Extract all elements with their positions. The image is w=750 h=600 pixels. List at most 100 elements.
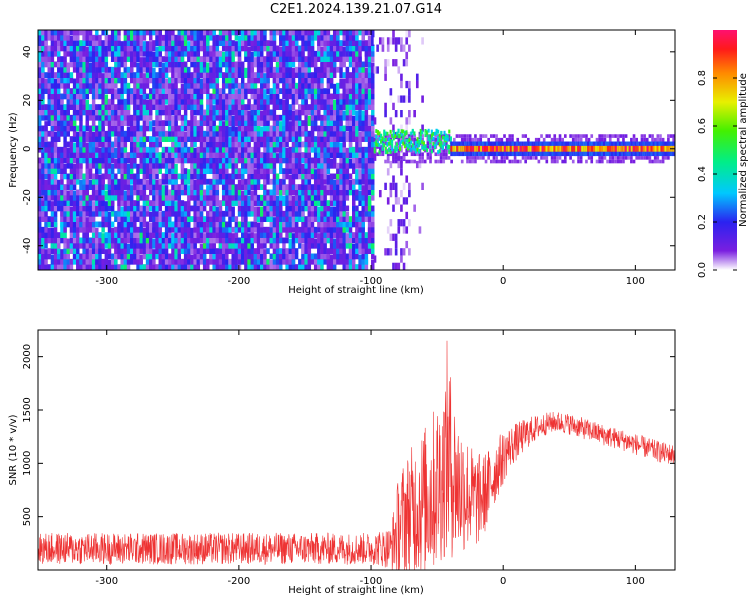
heatmap-cell <box>158 141 162 148</box>
heatmap-cell <box>298 153 302 164</box>
heatmap-cell <box>47 248 51 254</box>
heatmap-cell <box>101 185 105 196</box>
heatmap-cell <box>400 248 403 256</box>
heatmap-cell <box>183 45 188 52</box>
heatmap-cell <box>196 168 201 174</box>
heatmap-cell <box>352 57 356 68</box>
heatmap-cell <box>256 163 261 174</box>
heatmap-cell <box>215 226 220 233</box>
heatmap-cell <box>152 217 156 228</box>
heatmap-cell <box>323 238 327 249</box>
heatmap-cell <box>323 253 327 260</box>
heatmap-cell <box>133 40 137 46</box>
heatmap-cell <box>212 141 216 148</box>
heatmap-cell <box>361 232 365 238</box>
heatmap-cell <box>79 89 83 100</box>
heatmap-cell <box>364 114 369 121</box>
heatmap-cell <box>104 184 109 190</box>
heatmap-cell <box>405 152 409 157</box>
heatmap-cell <box>656 134 660 138</box>
heatmap-cell <box>288 248 293 254</box>
heatmap-cell <box>534 137 538 142</box>
heatmap-cell <box>180 56 185 62</box>
heatmap-cell <box>371 50 375 57</box>
heatmap-cell <box>415 152 419 157</box>
heatmap-cell <box>129 98 134 105</box>
heatmap-cell <box>180 185 185 196</box>
heatmap-cell <box>168 242 172 249</box>
heatmap-cell <box>53 206 58 217</box>
heatmap-cell <box>244 237 248 244</box>
heatmap-cell <box>133 200 137 206</box>
heatmap-cell <box>152 168 156 174</box>
heatmap-cell <box>323 206 327 217</box>
heatmap-cell <box>371 190 375 201</box>
heatmap-cell <box>307 83 312 94</box>
heatmap-cell <box>183 259 188 270</box>
heatmap-cell <box>82 77 86 84</box>
heatmap-cell <box>41 30 45 41</box>
heatmap-cell <box>69 136 74 142</box>
heatmap-cell <box>320 216 324 222</box>
heatmap-cell <box>104 233 109 244</box>
heatmap-cell <box>95 174 99 185</box>
heatmap-cell <box>104 136 109 142</box>
heatmap-cell <box>240 30 245 41</box>
heatmap-cell <box>234 99 239 110</box>
heatmap-cell <box>392 132 395 137</box>
heatmap-cell <box>323 98 327 105</box>
heatmap-cell <box>149 189 153 196</box>
heatmap-cell <box>98 185 102 196</box>
heatmap-cell <box>269 201 273 212</box>
heatmap-cell <box>38 136 42 142</box>
heatmap-cell <box>215 190 220 201</box>
heatmap-cell <box>342 157 346 164</box>
heatmap-cell <box>206 45 210 52</box>
heatmap-cell <box>164 94 169 105</box>
heatmap-cell <box>336 205 340 212</box>
heatmap-cell <box>129 114 134 121</box>
heatmap-cell <box>332 146 337 153</box>
heatmap-cell <box>101 99 105 110</box>
heatmap-cell <box>177 173 181 180</box>
heatmap-cell <box>98 82 102 89</box>
heatmap-cell <box>101 258 105 265</box>
heatmap-cell <box>161 131 166 142</box>
heatmap-cell <box>355 120 359 126</box>
heatmap-cell <box>445 148 448 153</box>
heatmap-cell <box>212 163 216 174</box>
heatmap-cell <box>221 72 226 78</box>
heatmap-cell <box>237 88 242 94</box>
heatmap-cell <box>82 190 86 201</box>
heatmap-cell <box>266 152 270 158</box>
heatmap-cell <box>260 72 264 78</box>
heatmap-cell <box>367 56 372 62</box>
heatmap-cell <box>313 82 318 89</box>
heatmap-cell <box>44 131 48 142</box>
heatmap-cell <box>50 163 55 174</box>
heatmap-cell <box>171 189 175 196</box>
heatmap-cell <box>587 156 591 160</box>
heatmap-cell <box>136 88 140 94</box>
heatmap-cell <box>180 120 185 126</box>
heatmap-cell <box>304 232 308 238</box>
heatmap-cell <box>320 130 324 137</box>
heatmap-cell <box>310 72 315 78</box>
heatmap-cell <box>479 134 483 138</box>
heatmap-cell <box>279 35 283 46</box>
heatmap-cell <box>352 105 356 116</box>
heatmap-cell <box>133 105 137 116</box>
heatmap-cell <box>332 57 337 68</box>
heatmap-cell <box>180 125 185 132</box>
heatmap-cell <box>82 254 86 265</box>
heatmap-cell <box>437 141 440 146</box>
heatmap-cell <box>556 159 559 164</box>
heatmap-cell <box>85 194 90 201</box>
heatmap-cell <box>228 40 232 46</box>
heatmap-cell <box>389 37 393 45</box>
heatmap-cell <box>256 232 261 238</box>
heatmap-cell <box>313 125 318 132</box>
heatmap-cell <box>402 248 406 256</box>
heatmap-cell <box>221 222 226 233</box>
heatmap-cell <box>298 185 302 196</box>
